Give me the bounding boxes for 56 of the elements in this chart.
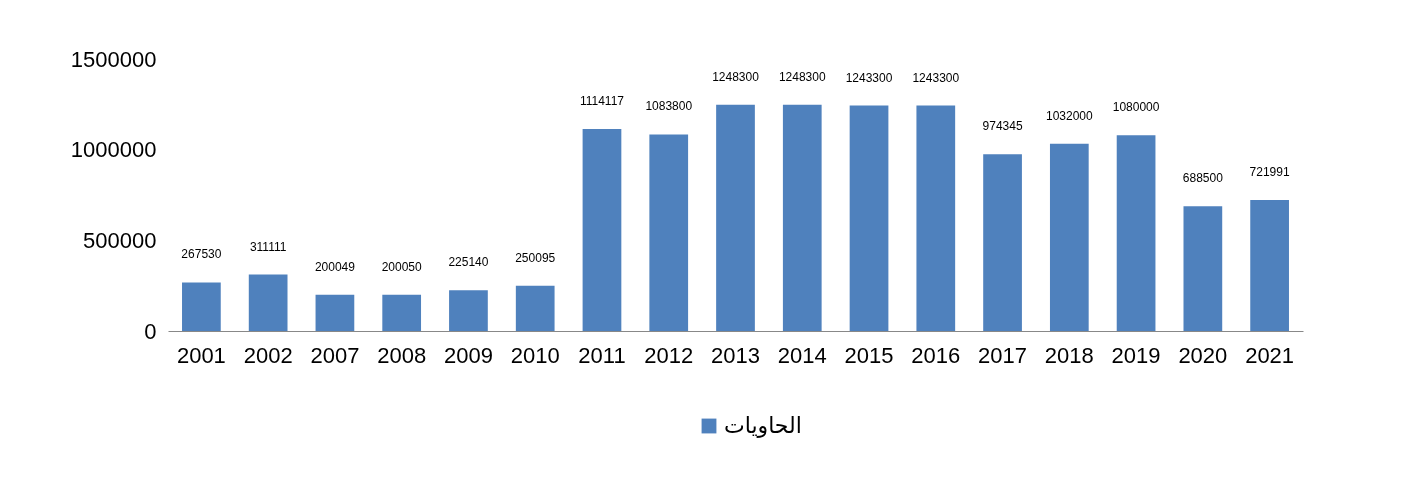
x-tick-label: 2017 <box>978 342 1028 368</box>
bar <box>315 294 355 331</box>
bar <box>582 128 622 331</box>
bar <box>1183 206 1223 331</box>
x-tick-label: 2020 <box>1178 342 1228 368</box>
data-label: 250095 <box>515 250 556 265</box>
bar <box>248 274 288 331</box>
y-tick-label: 1500000 <box>70 46 157 72</box>
data-label: 1083800 <box>645 99 693 114</box>
bar <box>1049 143 1089 331</box>
data-label: 721991 <box>1249 165 1290 180</box>
x-tick-label: 2015 <box>844 342 894 368</box>
y-tick-label: 0 <box>144 318 157 344</box>
data-label: 1032000 <box>1045 108 1094 123</box>
data-label: 974345 <box>982 119 1023 134</box>
x-tick-label: 2013 <box>711 342 760 368</box>
x-tick-label: 2011 <box>578 342 626 368</box>
data-label: 200049 <box>314 259 356 274</box>
x-tick-label: 2016 <box>911 342 961 368</box>
bar <box>515 285 555 331</box>
bar <box>382 294 422 331</box>
data-label: 1243300 <box>912 70 960 85</box>
y-tick-label: 1000000 <box>70 137 157 163</box>
data-label: 1080000 <box>1112 100 1160 115</box>
data-label: 1114117 <box>579 93 625 108</box>
data-label: 200050 <box>381 259 423 274</box>
x-tick-label: 2007 <box>310 342 360 368</box>
data-label: 225140 <box>448 255 489 270</box>
legend-label: الحاويات <box>724 413 802 438</box>
x-tick-label: 2021 <box>1245 342 1295 368</box>
bar <box>849 105 889 331</box>
x-tick-label: 2012 <box>644 342 694 368</box>
bar <box>449 290 488 331</box>
x-tick-label: 2001 <box>176 342 226 368</box>
bar <box>716 104 755 331</box>
data-label: 311111 <box>249 239 287 254</box>
y-tick-label: 500000 <box>83 227 157 253</box>
data-label: 1248300 <box>778 69 826 84</box>
x-tick-label: 2009 <box>443 342 493 368</box>
data-label: 1248300 <box>712 69 760 84</box>
bar <box>182 282 221 331</box>
bar <box>1250 200 1289 331</box>
x-tick-label: 2014 <box>777 342 827 368</box>
x-tick-label: 2018 <box>1044 342 1094 368</box>
x-tick-label: 2002 <box>243 342 293 368</box>
bar <box>649 134 689 331</box>
x-tick-label: 2010 <box>510 342 560 368</box>
x-tick-label: 2008 <box>377 342 427 368</box>
bar <box>782 104 822 331</box>
data-label: 1243300 <box>845 70 893 85</box>
data-label: 688500 <box>1182 171 1224 186</box>
x-tick-label: 2019 <box>1111 342 1161 368</box>
data-label: 267530 <box>181 247 222 262</box>
bar <box>916 105 956 331</box>
bar <box>983 154 1022 331</box>
bar <box>1116 135 1156 331</box>
